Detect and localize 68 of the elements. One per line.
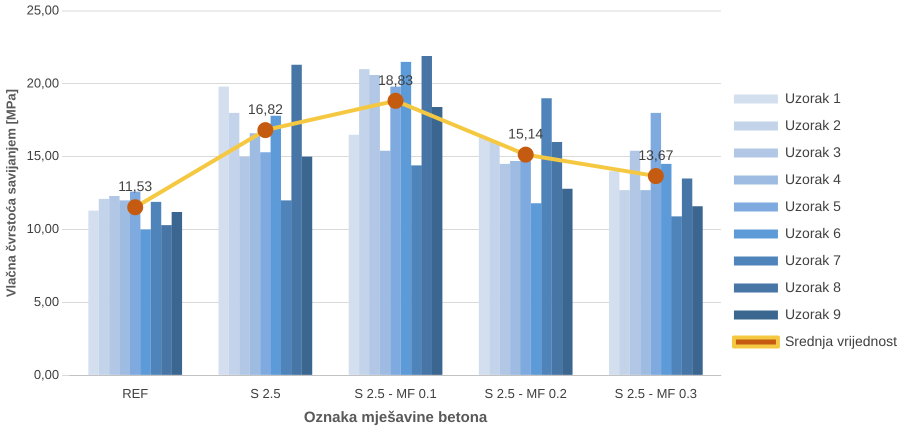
bar	[478, 138, 490, 375]
y-tick-label: 5,00	[34, 294, 60, 310]
x-tick-label: REF	[122, 386, 148, 401]
bar	[682, 178, 692, 375]
bar	[489, 142, 500, 375]
legend-label: Uzorak 5	[784, 198, 842, 214]
bar	[291, 64, 302, 375]
bar	[520, 161, 531, 375]
y-tick-label: 25,00	[26, 2, 60, 18]
bar	[161, 225, 172, 375]
bar	[98, 198, 110, 375]
y-tick-label: 20,00	[26, 75, 60, 90]
bar	[541, 98, 552, 375]
bar	[280, 200, 292, 375]
bar	[422, 56, 432, 375]
bar	[109, 196, 120, 375]
bar	[671, 216, 682, 375]
bar	[228, 112, 240, 375]
legend-label: Srednja vrijednost	[784, 332, 898, 349]
bar	[302, 156, 312, 375]
y-axis-title: Vlačna čvrstoća savijanjem [MPa]	[3, 89, 18, 298]
bar	[270, 116, 281, 375]
bar	[348, 134, 360, 375]
bar	[411, 165, 422, 375]
bar	[619, 190, 630, 375]
bar	[609, 171, 620, 375]
x-axis-title: Oznaka mješavine betona	[304, 409, 488, 426]
bar	[359, 69, 370, 375]
legend-label: Uzorak 9	[784, 306, 842, 322]
legend-label: Uzorak 6	[784, 224, 842, 241]
legend-label: Uzorak 8	[784, 278, 842, 295]
bar	[218, 86, 229, 375]
bar	[510, 161, 520, 375]
bar	[552, 142, 562, 375]
bar	[130, 192, 140, 375]
bar	[562, 188, 573, 375]
bar	[370, 74, 380, 375]
legend-label: Uzorak 1	[784, 90, 842, 106]
x-tick-label: S 2.5 - MF 0.2	[484, 386, 567, 401]
legend-label: Uzorak 4	[784, 170, 842, 187]
bar	[530, 203, 542, 375]
bar	[500, 164, 510, 375]
bar	[120, 200, 130, 375]
y-tick-label: 0,00	[34, 366, 60, 382]
x-tick-label: S 2.5 - MF 0.1	[354, 386, 437, 401]
data-label: 11,53	[118, 178, 152, 194]
bar	[260, 152, 271, 375]
bar	[640, 190, 651, 375]
bar	[140, 230, 151, 375]
x-tick-label: S 2.5 - MF 0.3	[614, 386, 698, 401]
bar	[88, 210, 99, 375]
bar	[630, 150, 640, 375]
y-tick-label: 10,00	[26, 221, 60, 236]
bar	[661, 164, 672, 375]
bar	[692, 206, 703, 375]
legend-label: Uzorak 3	[784, 144, 842, 160]
data-label: 16,82	[248, 101, 284, 118]
x-tick-label: S 2.5	[250, 386, 281, 401]
bar	[250, 133, 260, 375]
bar	[239, 156, 250, 375]
bar	[432, 107, 442, 375]
bar	[390, 86, 401, 375]
bar	[172, 212, 182, 375]
legend-label: Uzorak 2	[784, 116, 842, 133]
bar	[380, 150, 390, 375]
bar	[150, 202, 162, 375]
legend-label: Uzorak 7	[784, 252, 842, 268]
y-tick-label: 15,00	[26, 148, 60, 164]
